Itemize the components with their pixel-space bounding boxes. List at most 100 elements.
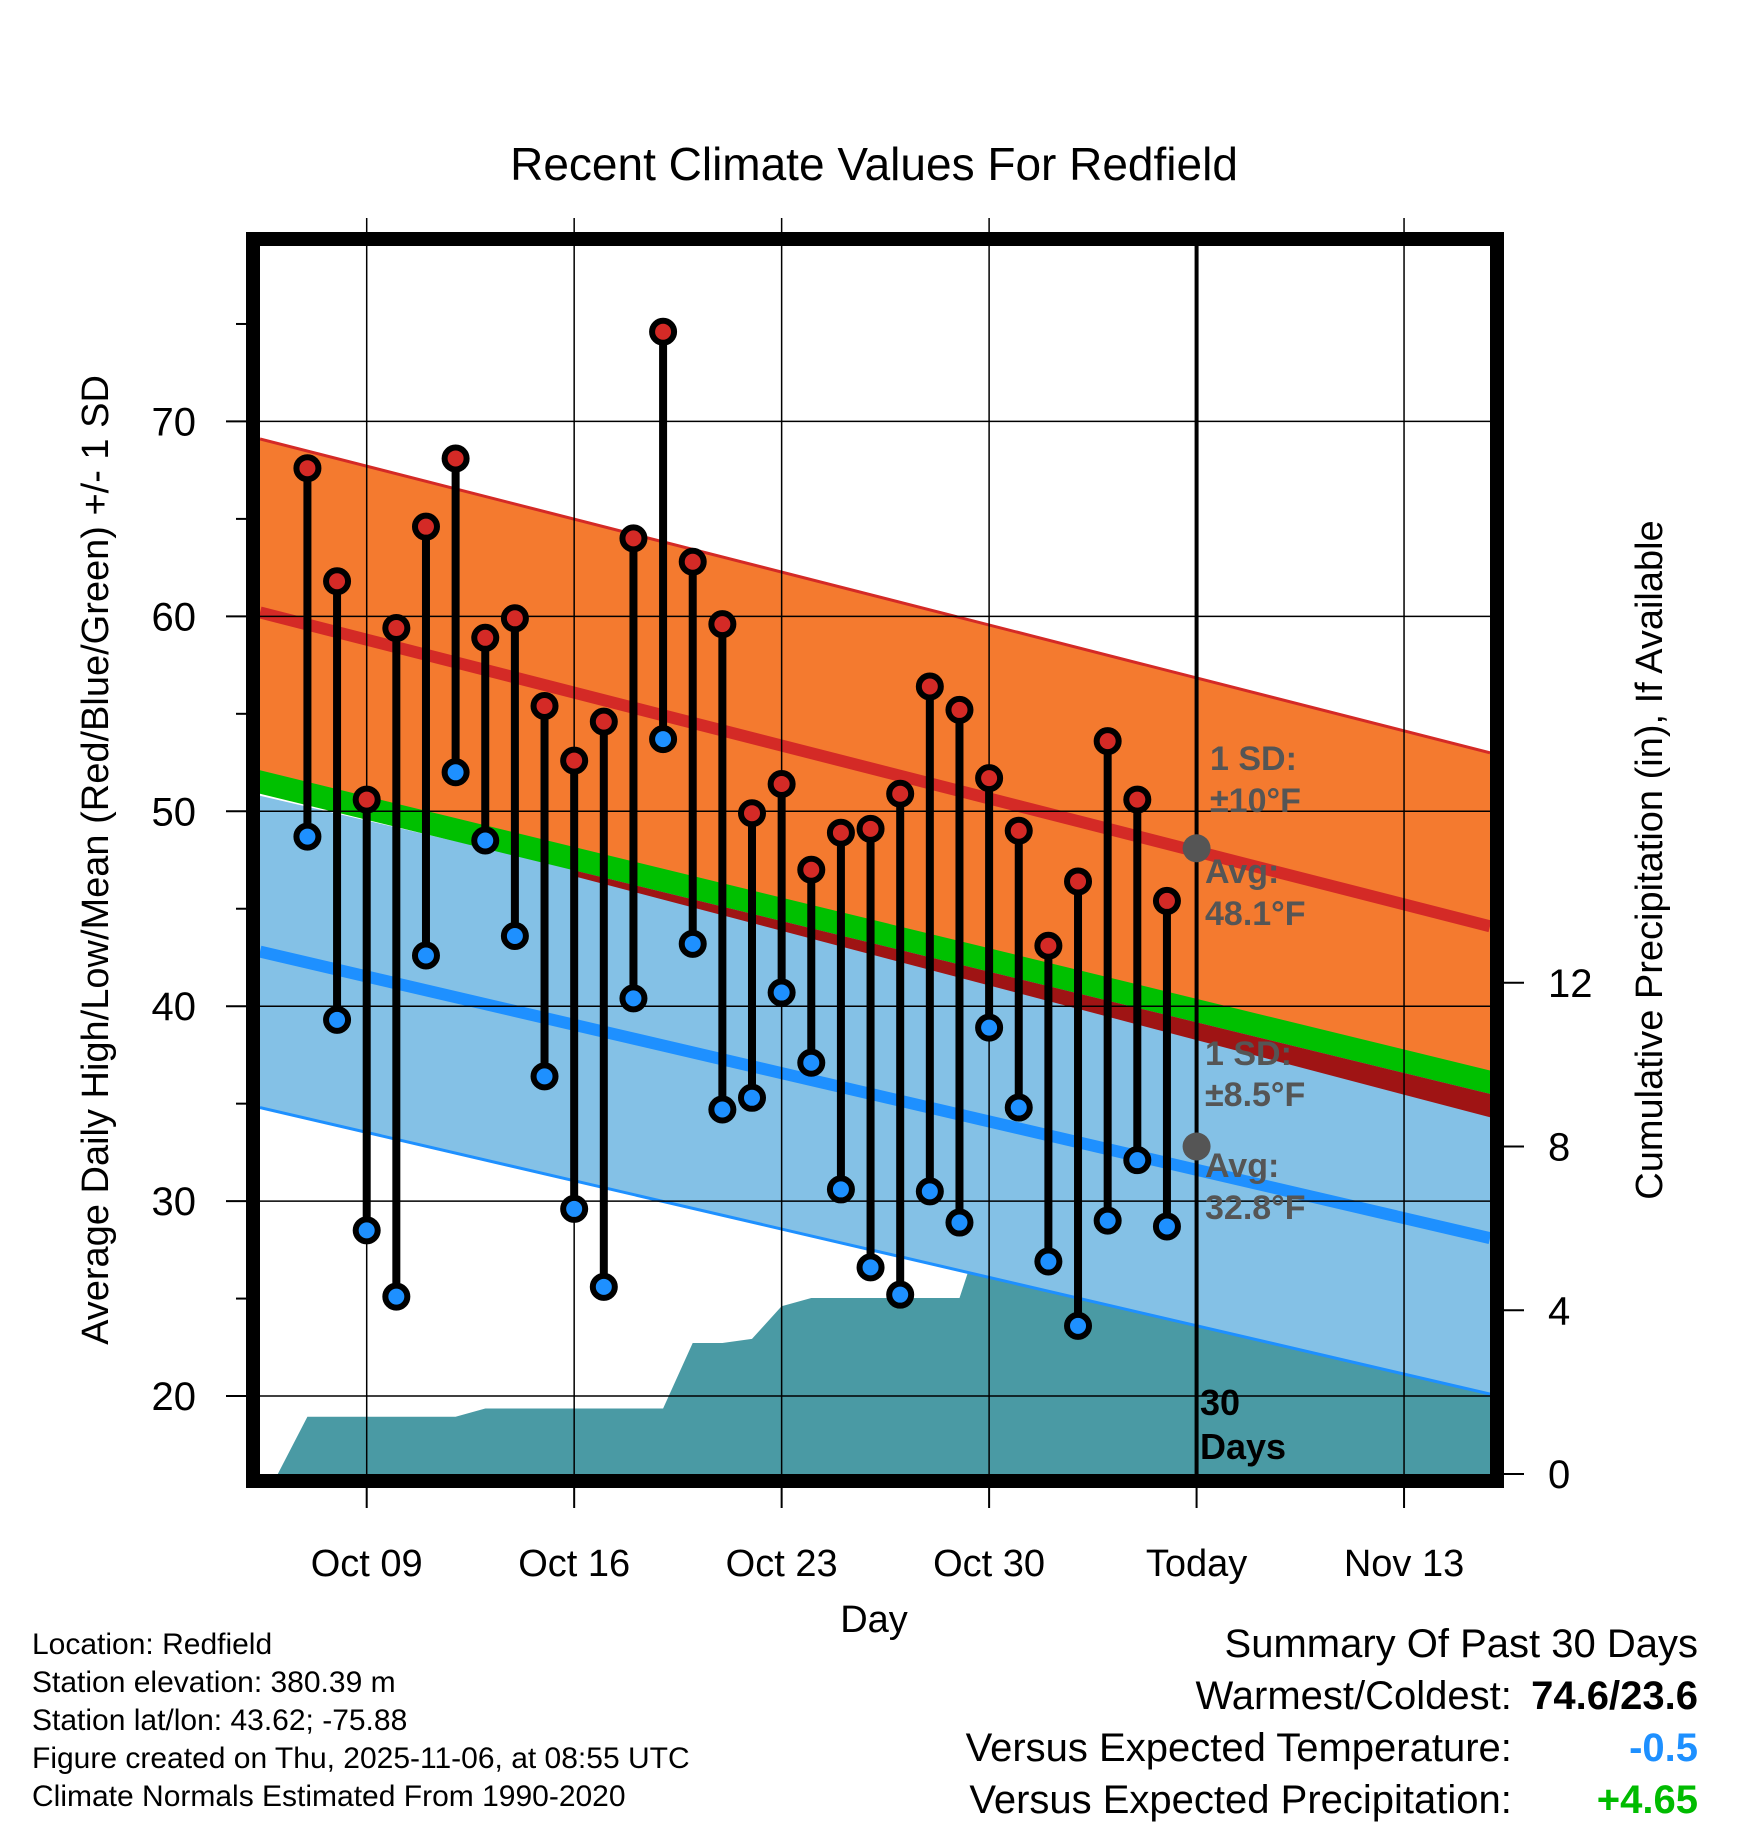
high-point xyxy=(797,855,826,884)
y2-tick-label: 8 xyxy=(1548,1126,1570,1170)
temp-anomaly-value: -0.5 xyxy=(1629,1726,1698,1770)
y-tick-label: 60 xyxy=(152,595,197,639)
high-avg-value: 48.1°F xyxy=(1205,895,1306,933)
low-point xyxy=(649,725,678,754)
low-point xyxy=(352,1216,381,1245)
high-point xyxy=(471,623,500,652)
high-point xyxy=(1064,867,1093,896)
y2-tick-label: 0 xyxy=(1548,1453,1570,1497)
temp-anomaly-label: Versus Expected Temperature: xyxy=(965,1726,1512,1770)
high-sd-value: ±10°F xyxy=(1210,782,1301,820)
high-point xyxy=(382,614,411,643)
low-avg-label: Avg: xyxy=(1205,1147,1279,1185)
low-point xyxy=(411,941,440,970)
normal-low-line xyxy=(260,945,1490,1244)
low-point xyxy=(678,929,707,958)
y2-axis-label: Cumulative Precipitation (in), If Availa… xyxy=(1629,520,1671,1199)
x-tick-label: Nov 13 xyxy=(1344,1543,1464,1585)
high-point xyxy=(589,707,618,736)
low-point xyxy=(471,826,500,855)
latlon-text: Station lat/lon: 43.62; -75.88 xyxy=(32,1704,408,1737)
summary-title: Summary Of Past 30 Days xyxy=(1224,1622,1698,1666)
low-point xyxy=(708,1095,737,1124)
high-point xyxy=(500,604,529,633)
low-sd-lower-edge xyxy=(260,1106,1490,1396)
low-point xyxy=(1123,1146,1152,1175)
high-point xyxy=(649,317,678,346)
y2-tick-label: 12 xyxy=(1548,962,1593,1006)
low-point xyxy=(1093,1206,1122,1235)
x-tick-label: Oct 30 xyxy=(933,1543,1045,1585)
high-point xyxy=(411,512,440,541)
low-point xyxy=(975,1013,1004,1042)
period-unit: Days xyxy=(1200,1426,1286,1467)
x-axis-label: Day xyxy=(840,1599,908,1641)
y-axis-label: Average Daily High/Low/Mean (Red/Blue/Gr… xyxy=(75,375,117,1345)
low-point xyxy=(797,1048,826,1077)
y-tick-label: 20 xyxy=(152,1375,197,1419)
low-sd-value: ±8.5°F xyxy=(1205,1076,1305,1114)
precip-anomaly-label: Versus Expected Precipitation: xyxy=(969,1778,1512,1822)
y-tick-label: 50 xyxy=(152,790,197,834)
high-avg-dot xyxy=(1182,834,1211,863)
low-point xyxy=(500,922,529,951)
high-point xyxy=(293,454,322,483)
period-number: 30 xyxy=(1200,1382,1240,1423)
low-point xyxy=(1152,1212,1181,1241)
high-point xyxy=(856,814,885,843)
low-point xyxy=(619,984,648,1013)
normal-high-line xyxy=(260,606,1490,933)
high-point xyxy=(560,746,589,775)
location-text: Location: Redfield xyxy=(32,1628,273,1661)
low-point xyxy=(826,1175,855,1204)
high-point xyxy=(1123,785,1152,814)
low-point xyxy=(856,1253,885,1282)
low-point xyxy=(945,1208,974,1237)
mean-band xyxy=(260,770,1490,1094)
high-point xyxy=(945,695,974,724)
low-point xyxy=(293,822,322,851)
high-point xyxy=(915,672,944,701)
low-point xyxy=(1064,1311,1093,1340)
high-sd-upper-edge xyxy=(260,437,1490,755)
chart-title: Recent Climate Values For Redfield xyxy=(510,138,1238,190)
low-point xyxy=(589,1272,618,1301)
low-point xyxy=(915,1177,944,1206)
created-text: Figure created on Thu, 2025-11-06, at 08… xyxy=(32,1742,690,1775)
summary-panel: Summary Of Past 30 Days Warmest/Coldest:… xyxy=(966,1618,1698,1826)
low-point xyxy=(441,758,470,787)
high-point xyxy=(352,785,381,814)
high-point xyxy=(678,547,707,576)
x-tick-label: Oct 23 xyxy=(726,1543,838,1585)
low-point xyxy=(323,1005,352,1034)
y-tick-label: 70 xyxy=(152,400,197,444)
high-point xyxy=(1034,931,1063,960)
low-point xyxy=(767,978,796,1007)
high-point xyxy=(530,692,559,721)
high-point xyxy=(886,779,915,808)
high-avg-label: Avg: xyxy=(1205,853,1279,891)
low-point xyxy=(530,1062,559,1091)
elevation-text: Station elevation: 380.39 m xyxy=(32,1666,396,1699)
high-point xyxy=(826,818,855,847)
x-tick-label: Oct 09 xyxy=(311,1543,423,1585)
low-point xyxy=(886,1280,915,1309)
low-avg-value: 32.8°F xyxy=(1205,1189,1306,1227)
low-point xyxy=(382,1282,411,1311)
high-point xyxy=(619,524,648,553)
low-point xyxy=(560,1194,589,1223)
high-point xyxy=(708,610,737,639)
high-point xyxy=(323,567,352,596)
mean-dark-band xyxy=(574,870,1490,1118)
high-point xyxy=(1004,816,1033,845)
high-point xyxy=(1152,886,1181,915)
x-tick-label: Oct 16 xyxy=(518,1543,630,1585)
high-point xyxy=(1093,727,1122,756)
y-tick-label: 30 xyxy=(152,1180,197,1224)
warm-cold-label: Warmest/Coldest: xyxy=(1195,1674,1512,1718)
low-avg-dot xyxy=(1182,1132,1211,1161)
high-point xyxy=(738,799,766,828)
y2-tick-label: 4 xyxy=(1548,1289,1570,1333)
low-point xyxy=(1004,1093,1033,1122)
